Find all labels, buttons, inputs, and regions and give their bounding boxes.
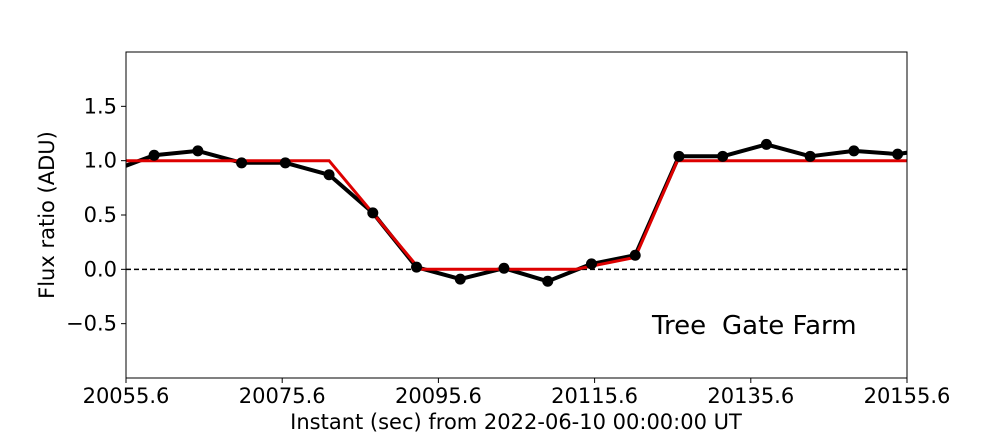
y-tick-label: 0.0 [84,257,117,281]
observed-flux-point [629,249,641,261]
observed-flux-point [498,262,510,274]
observed-flux-point [323,169,335,181]
y-tick-label: −0.5 [66,312,117,336]
observed-flux-point [236,157,248,169]
x-tick-label: 20155.6 [864,384,951,408]
observed-flux-point [454,273,466,285]
observed-flux-point [760,138,772,150]
observed-flux-point [585,258,597,270]
y-tick-label: 1.0 [84,149,117,173]
observed-flux-point [192,145,204,157]
annotation-gate-farm: Gate Farm [722,311,857,341]
observed-flux-point [673,150,685,162]
observed-flux-point [367,207,379,219]
observed-flux-point [279,157,291,169]
observed-flux-point [848,145,860,157]
x-tick-label: 20055.6 [83,384,170,408]
observed-flux-point [892,148,904,160]
observed-flux-point [542,275,554,287]
observed-flux-point [148,149,160,161]
observed-flux-point [411,261,423,273]
annotation-tree: Tree [651,311,706,341]
y-tick-label: 0.5 [84,203,117,227]
x-tick-label: 20075.6 [239,384,326,408]
y-tick-label: 1.5 [84,94,117,118]
observed-flux-point [804,150,816,162]
y-axis-label: Flux ratio (ADU) [35,131,59,299]
x-tick-label: 20135.6 [707,384,794,408]
observed-flux-point [717,150,729,162]
x-tick-label: 20095.6 [395,384,482,408]
x-tick-label: 20115.6 [551,384,638,408]
observed-flux-line [126,142,907,284]
x-axis-label: Instant (sec) from 2022-06-10 00:00:00 U… [290,410,742,432]
